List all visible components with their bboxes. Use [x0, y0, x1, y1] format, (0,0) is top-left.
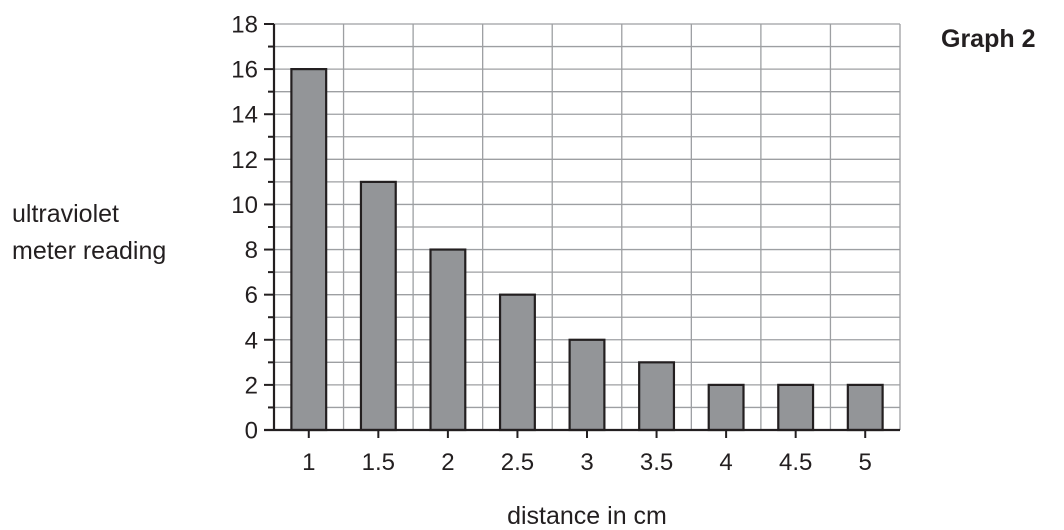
x-tick-label: 4.5 — [779, 449, 812, 476]
y-axis-label-line-1: ultraviolet — [12, 200, 119, 228]
bars — [290, 68, 884, 432]
x-tick-label: 2.5 — [501, 449, 534, 476]
y-axis-label-line-2: meter reading — [12, 237, 166, 265]
y-tick-label: 16 — [231, 57, 258, 84]
x-tick-label: 1.5 — [362, 449, 395, 476]
x-tick-label: 3 — [580, 449, 593, 476]
bar-4 — [707, 383, 745, 432]
x-tick-label: 2 — [441, 449, 454, 476]
y-tick-label: 6 — [245, 282, 258, 309]
y-tick-label: 10 — [231, 192, 258, 219]
bar-2 — [429, 248, 467, 432]
x-tick-label: 1 — [302, 449, 315, 476]
y-tick-label: 2 — [245, 372, 258, 399]
y-tick-label: 12 — [231, 147, 258, 174]
x-axis-label: distance in cm — [507, 502, 667, 530]
y-tick-label: 8 — [245, 237, 258, 264]
bar-2.5 — [498, 293, 536, 432]
y-tick-label: 14 — [231, 102, 258, 129]
y-tick-label: 4 — [245, 327, 258, 354]
bar-1 — [290, 68, 328, 432]
x-tick-label: 3.5 — [640, 449, 673, 476]
bar-3 — [568, 338, 606, 432]
bar-1.5 — [359, 180, 397, 432]
y-tick-label: 0 — [245, 418, 258, 445]
axes — [264, 23, 900, 438]
x-tick-label: 4 — [719, 449, 732, 476]
y-tick-label: 18 — [231, 12, 258, 39]
chart-title: Graph 2 — [941, 25, 1035, 53]
tick-labels: 0 2 4 6 8 10 12 14 16 18 1 1.5 2 2.5 3 3.5 4 4.5 5 — [231, 12, 872, 477]
bar-5 — [846, 383, 884, 432]
bar-4.5 — [777, 383, 815, 432]
x-tick-label: 5 — [859, 449, 872, 476]
bar-3.5 — [638, 361, 676, 432]
